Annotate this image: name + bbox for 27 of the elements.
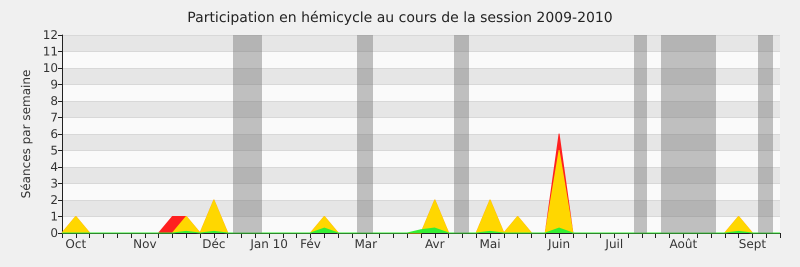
y-tick-label: 9 <box>50 78 58 92</box>
y-axis-title: Séances par semaine <box>18 70 33 198</box>
x-tick-label: Nov <box>133 237 157 251</box>
y-tick-label: 0 <box>50 226 58 240</box>
y-tick-label: 1 <box>50 210 58 224</box>
y-tick-label: 3 <box>50 176 58 190</box>
y-tick-label: 6 <box>50 127 58 141</box>
y-tick-label: 4 <box>50 160 58 174</box>
y-tick-label: 5 <box>50 144 58 158</box>
x-tick-label: Déc <box>202 237 226 251</box>
y-tick-label: 8 <box>50 94 58 108</box>
x-tick-label: Jan 10 <box>249 237 288 251</box>
x-tick-label: Oct <box>65 237 86 251</box>
y-tick-label: 7 <box>50 110 58 124</box>
x-tick-label: Avr <box>425 237 445 251</box>
x-tick-label: Fév <box>300 237 321 251</box>
chart-title: Participation en hémicycle au cours de la session 2009-2010 <box>187 10 613 26</box>
y-tick-label: 10 <box>42 61 58 75</box>
y-tick-label: 2 <box>50 193 58 207</box>
x-tick-label: Août <box>670 237 698 251</box>
x-tick-label: Juil <box>604 237 624 251</box>
y-tick-label: 11 <box>42 44 58 58</box>
y-tick-label: 12 <box>42 28 58 42</box>
x-tick-label: Mai <box>480 237 501 251</box>
x-tick-label: Juin <box>547 237 570 251</box>
x-tick-label: Sept <box>738 237 766 251</box>
x-tick-label: Mar <box>354 237 378 251</box>
